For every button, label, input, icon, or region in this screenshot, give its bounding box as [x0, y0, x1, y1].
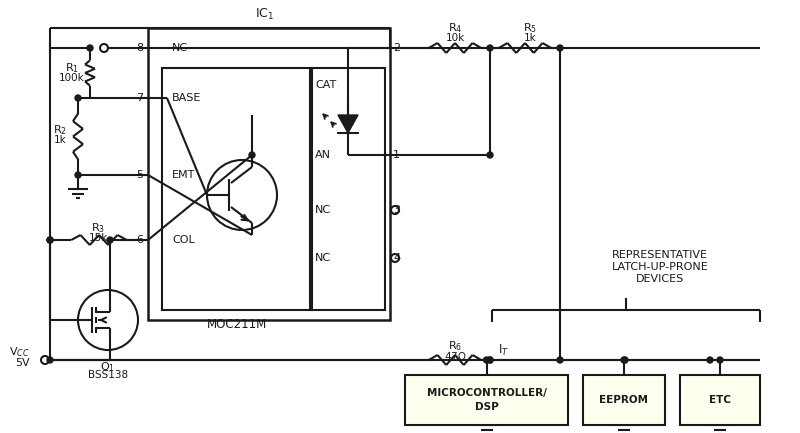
Circle shape: [487, 357, 493, 363]
Text: MICROCONTROLLER/: MICROCONTROLLER/: [426, 388, 546, 398]
Text: DEVICES: DEVICES: [636, 274, 684, 284]
Text: 1: 1: [393, 150, 400, 160]
Text: LATCH-UP-PRONE: LATCH-UP-PRONE: [612, 262, 708, 272]
Text: 100k: 100k: [59, 73, 85, 83]
Bar: [583, 375, 665, 425]
Bar: [310, 68, 385, 310]
Text: BSS138: BSS138: [88, 370, 128, 380]
Text: 47$\Omega$: 47$\Omega$: [444, 350, 466, 362]
Text: Q$_1$: Q$_1$: [101, 360, 115, 374]
Circle shape: [75, 95, 81, 101]
Text: 7: 7: [136, 93, 143, 103]
Circle shape: [47, 237, 53, 243]
Bar: [680, 375, 760, 425]
Circle shape: [487, 357, 493, 363]
Text: EEPROM: EEPROM: [599, 395, 649, 405]
Text: I$_T$: I$_T$: [498, 343, 509, 358]
Text: R$_6$: R$_6$: [448, 339, 462, 353]
Text: 6: 6: [136, 235, 143, 245]
Bar: [162, 68, 312, 310]
Text: 2: 2: [393, 43, 400, 53]
Circle shape: [107, 237, 113, 243]
Text: DSP: DSP: [474, 402, 498, 412]
Bar: [405, 375, 568, 425]
Text: IC$_1$: IC$_1$: [255, 6, 274, 22]
Text: 1k: 1k: [54, 135, 66, 145]
Text: NC: NC: [315, 205, 331, 215]
Text: R$_3$: R$_3$: [91, 221, 105, 235]
Text: 3: 3: [393, 205, 400, 215]
Text: V$_{CC}$: V$_{CC}$: [10, 345, 30, 359]
Text: EMT: EMT: [172, 170, 195, 180]
Text: CAT: CAT: [315, 80, 336, 90]
Circle shape: [717, 357, 723, 363]
Text: NC: NC: [315, 253, 331, 263]
Text: 5V: 5V: [15, 358, 30, 368]
Circle shape: [249, 152, 255, 158]
Circle shape: [707, 357, 713, 363]
Text: 10k: 10k: [446, 33, 465, 43]
Bar: [148, 28, 390, 320]
Text: 5: 5: [136, 170, 143, 180]
Text: BASE: BASE: [172, 93, 202, 103]
Text: REPRESENTATIVE: REPRESENTATIVE: [612, 250, 708, 260]
Text: AN: AN: [315, 150, 331, 160]
Circle shape: [483, 357, 490, 363]
Text: R$_4$: R$_4$: [448, 21, 462, 35]
Circle shape: [487, 45, 493, 51]
Text: R$_1$: R$_1$: [65, 61, 79, 75]
Text: MOC211M: MOC211M: [207, 318, 267, 331]
Text: COL: COL: [172, 235, 194, 245]
Circle shape: [557, 357, 563, 363]
Text: 4: 4: [393, 253, 400, 263]
Circle shape: [47, 237, 53, 243]
Circle shape: [487, 152, 493, 158]
Circle shape: [622, 357, 628, 363]
Text: R$_5$: R$_5$: [523, 21, 537, 35]
Text: R$_2$: R$_2$: [53, 123, 67, 137]
Circle shape: [557, 45, 563, 51]
Text: 8: 8: [136, 43, 143, 53]
Circle shape: [75, 172, 81, 178]
Text: 15k: 15k: [88, 233, 108, 243]
Circle shape: [47, 357, 53, 363]
Text: NC: NC: [172, 43, 188, 53]
Text: ETC: ETC: [709, 395, 731, 405]
Polygon shape: [338, 115, 358, 133]
Text: 1k: 1k: [524, 33, 536, 43]
Circle shape: [621, 357, 627, 363]
Circle shape: [87, 45, 93, 51]
